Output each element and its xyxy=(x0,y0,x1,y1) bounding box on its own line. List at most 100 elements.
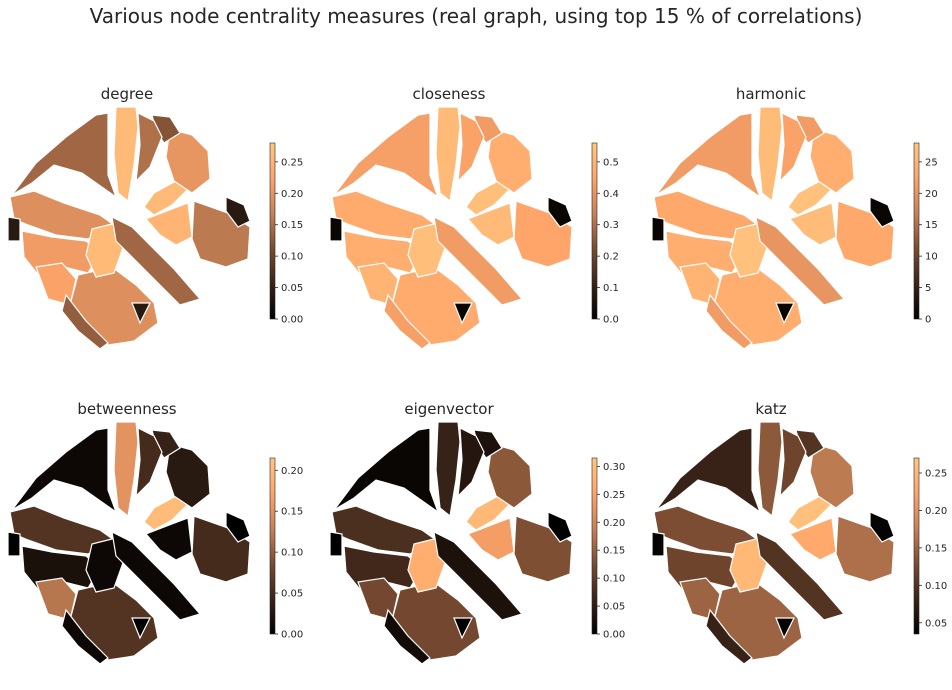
colorbar-tick-label: 0.20 xyxy=(925,506,947,517)
region-diagonal-band xyxy=(433,215,524,306)
region-upper-left xyxy=(655,112,762,199)
colorbar xyxy=(269,457,276,635)
panel-katz: katz 0.05 0.10 0.15 0.20 0.25 xyxy=(648,400,952,690)
colorbar xyxy=(269,142,276,320)
colorbar-tick-label: 0 xyxy=(925,315,931,326)
region-upper-left xyxy=(333,112,440,199)
panel-closeness: closeness 0.0 0.1 0.2 0.3 0.4 0.5 xyxy=(326,85,636,375)
colorbar-tick-label: 0.4 xyxy=(603,189,619,200)
region-upper-mid xyxy=(135,426,163,498)
region-group xyxy=(7,421,251,665)
colorbar-tick-label: 10 xyxy=(925,252,938,263)
region-lower-left xyxy=(357,262,399,306)
region-diagonal-band xyxy=(433,530,524,621)
region-bottom-left-edge xyxy=(61,293,109,350)
colorbar xyxy=(591,142,598,320)
region-small-dark xyxy=(7,196,251,325)
region-upper-mid xyxy=(135,111,163,183)
colorbar-tick-label: 0.05 xyxy=(603,602,625,613)
colorbar-tick-label: 0.0 xyxy=(603,315,619,326)
region-bottom-left-edge xyxy=(383,608,431,665)
region-diagonal-band xyxy=(755,215,846,306)
colorbar-tick-label: 0.3 xyxy=(603,220,619,231)
colorbar-tick-label: 0.5 xyxy=(603,157,619,168)
region-upper-mid xyxy=(779,111,807,183)
region-top-strip xyxy=(113,421,139,518)
region-lower-left xyxy=(35,577,77,621)
colorbar-tick-label: 0.05 xyxy=(281,283,303,294)
panel-degree: degree 0.00 0.05 0.10 0.15 0.20 0.25 xyxy=(4,85,314,375)
colorbar xyxy=(913,457,920,635)
colorbar-tick-label: 0.25 xyxy=(925,468,947,479)
region-top-strip xyxy=(113,106,139,203)
region-small-dark xyxy=(329,511,573,640)
colorbar-tick-label: 0.10 xyxy=(925,581,947,592)
region-lower-left xyxy=(679,262,721,306)
region-bottom-left-edge xyxy=(61,608,109,665)
brain-map: 0.0 0.1 0.2 0.3 0.4 0.5 xyxy=(329,106,619,350)
region-small-dark xyxy=(651,511,895,640)
colorbar-tick-label: 0.2 xyxy=(603,252,619,263)
region-small-dark xyxy=(329,196,573,325)
figure-title: Various node centrality measures (real g… xyxy=(89,4,863,28)
region-top-strip xyxy=(757,421,783,518)
colorbar-tick-label: 0.25 xyxy=(603,490,625,501)
colorbar-tick-label: 0.20 xyxy=(281,466,303,477)
colorbar-tick-label: 15 xyxy=(925,220,938,231)
region-lower-left xyxy=(357,577,399,621)
colorbar-tick-label: 0.15 xyxy=(925,543,947,554)
colorbar-tick-label: 0.00 xyxy=(281,630,303,641)
brain-map: 0.00 0.05 0.10 0.15 0.20 0.25 0.30 xyxy=(329,421,625,665)
brain-map: 0.00 0.05 0.10 0.15 0.20 0.25 xyxy=(7,106,303,350)
panel-betweenness: betweenness 0.00 0.05 0.10 0.15 0.20 xyxy=(4,400,314,690)
region-upper-left xyxy=(11,112,118,199)
colorbar-tick-label: 0.1 xyxy=(603,283,619,294)
colorbar-tick-label: 0.00 xyxy=(281,315,303,326)
region-upper-left xyxy=(333,427,440,514)
region-upper-mid xyxy=(457,111,485,183)
colorbar-tick-label: 0.10 xyxy=(603,574,625,585)
panel-eigenvector: eigenvector 0.00 0.05 0.10 0.15 0.20 0.25 0.30 xyxy=(326,400,636,690)
region-group xyxy=(651,421,895,665)
colorbar-tick-label: 0.05 xyxy=(925,618,947,629)
region-top-strip xyxy=(435,106,461,203)
colorbar-tick-label: 0.20 xyxy=(281,189,303,200)
region-right-upper xyxy=(487,128,533,194)
region-bottom-left-edge xyxy=(705,608,753,665)
region-lower-left xyxy=(35,262,77,306)
region-upper-mid xyxy=(457,426,485,498)
region-right-upper xyxy=(165,128,211,194)
region-bottom-left-edge xyxy=(383,293,431,350)
brain-map: 0 5 10 15 20 25 xyxy=(651,106,938,350)
region-small-dark xyxy=(651,196,895,325)
colorbar-tick-label: 0.25 xyxy=(281,157,303,168)
colorbar-tick-label: 0.00 xyxy=(603,630,625,641)
panel-title: closeness xyxy=(412,85,486,103)
colorbar-tick-label: 0.15 xyxy=(281,220,303,231)
region-right-upper xyxy=(165,443,211,509)
colorbar-tick-label: 0.10 xyxy=(281,548,303,559)
region-diagonal-band xyxy=(755,530,846,621)
region-diagonal-band xyxy=(111,530,202,621)
panel-title: harmonic xyxy=(735,85,807,103)
region-group xyxy=(329,421,573,665)
region-lower-left xyxy=(679,577,721,621)
region-top-strip xyxy=(435,421,461,518)
colorbar-tick-label: 0.30 xyxy=(603,462,625,473)
region-diagonal-band xyxy=(111,215,202,306)
colorbar-tick-label: 0.10 xyxy=(281,252,303,263)
region-group xyxy=(651,106,895,350)
brain-map: 0.00 0.05 0.10 0.15 0.20 xyxy=(7,421,303,665)
colorbar xyxy=(591,457,598,635)
brain-map: 0.05 0.10 0.15 0.20 0.25 xyxy=(651,421,947,665)
region-upper-left xyxy=(655,427,762,514)
region-right-upper xyxy=(809,128,855,194)
region-upper-left xyxy=(11,427,118,514)
panel-harmonic: harmonic 0 5 10 15 20 25 xyxy=(648,85,952,375)
region-top-strip xyxy=(757,106,783,203)
colorbar-tick-label: 5 xyxy=(925,283,931,294)
colorbar-tick-label: 0.05 xyxy=(281,589,303,600)
region-right-upper xyxy=(487,443,533,509)
region-small-dark xyxy=(7,511,251,640)
region-group xyxy=(7,106,251,350)
